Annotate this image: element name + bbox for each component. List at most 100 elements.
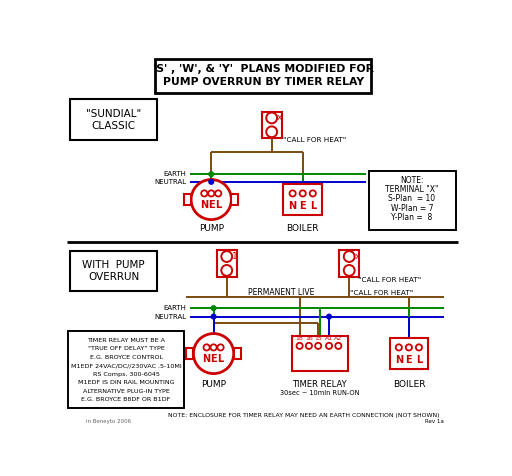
Circle shape [266, 112, 277, 123]
Circle shape [289, 190, 296, 197]
Text: x: x [354, 252, 359, 261]
Text: NOTE:: NOTE: [400, 176, 424, 185]
Circle shape [396, 344, 402, 350]
Text: "CALL FOR HEAT": "CALL FOR HEAT" [358, 278, 421, 283]
Text: NEUTRAL: NEUTRAL [154, 179, 186, 185]
Text: x: x [277, 113, 282, 122]
Text: E: E [208, 200, 215, 210]
Text: EARTH: EARTH [163, 171, 186, 177]
Text: L: L [215, 200, 221, 210]
Text: N: N [203, 354, 210, 364]
Text: ALTERNATIVE PLUG-IN TYPE: ALTERNATIVE PLUG-IN TYPE [82, 389, 169, 394]
Text: N: N [395, 355, 403, 365]
Text: TERMINAL "X": TERMINAL "X" [385, 185, 439, 194]
Text: RS Comps. 300-6045: RS Comps. 300-6045 [93, 372, 159, 377]
Text: PERMANENT LIVE: PERMANENT LIVE [248, 288, 314, 297]
Circle shape [218, 344, 224, 350]
Bar [156, 60, 371, 93]
Circle shape [191, 179, 231, 219]
Text: "SUNDIAL": "SUNDIAL" [86, 109, 141, 119]
Text: WITH  PUMP: WITH PUMP [82, 260, 145, 270]
Circle shape [215, 190, 221, 197]
Text: PUMP: PUMP [201, 380, 226, 389]
Text: M1EDF IS DIN RAIL MOUNTING: M1EDF IS DIN RAIL MOUNTING [78, 380, 174, 386]
Text: TIMER RELAY: TIMER RELAY [292, 380, 347, 389]
Circle shape [306, 343, 312, 349]
Text: Rev 1a: Rev 1a [425, 419, 444, 424]
Text: EARTH: EARTH [163, 305, 186, 311]
Circle shape [300, 190, 306, 197]
Text: N: N [200, 200, 208, 210]
Circle shape [208, 190, 215, 197]
Circle shape [211, 306, 216, 310]
Circle shape [201, 190, 207, 197]
Text: 30sec ~ 10min RUN-ON: 30sec ~ 10min RUN-ON [280, 390, 359, 396]
Circle shape [315, 343, 322, 349]
Text: 16: 16 [305, 336, 313, 341]
Text: E: E [406, 355, 412, 365]
Circle shape [209, 172, 214, 177]
Text: 18: 18 [296, 336, 304, 341]
Circle shape [221, 265, 232, 276]
Text: PUMP OVERRUN BY TIMER RELAY: PUMP OVERRUN BY TIMER RELAY [163, 77, 364, 87]
Circle shape [209, 179, 214, 184]
Text: S-Plan  = 10: S-Plan = 10 [389, 194, 436, 203]
Circle shape [406, 344, 412, 350]
Text: in Beneyto 2006: in Beneyto 2006 [86, 419, 131, 424]
Bar [339, 250, 359, 277]
Text: L: L [218, 354, 224, 364]
Text: A1: A1 [325, 336, 333, 341]
Bar [68, 331, 184, 408]
Text: E: E [300, 201, 306, 211]
Text: Y-Plan =  8: Y-Plan = 8 [391, 213, 433, 222]
Text: E.G. BROYCE CONTROL: E.G. BROYCE CONTROL [90, 355, 162, 360]
Text: NEUTRAL: NEUTRAL [154, 314, 186, 319]
Circle shape [221, 251, 232, 262]
Text: OVERRUN: OVERRUN [88, 272, 139, 282]
Bar [369, 171, 456, 229]
Text: "CALL FOR HEAT": "CALL FOR HEAT" [350, 290, 413, 296]
Bar [390, 338, 428, 369]
Text: 'S' , 'W', & 'Y'  PLANS MODIFIED FOR: 'S' , 'W', & 'Y' PLANS MODIFIED FOR [153, 64, 374, 74]
Bar [70, 99, 157, 139]
Circle shape [326, 343, 332, 349]
Circle shape [194, 334, 233, 374]
Bar [233, 348, 241, 359]
Circle shape [266, 127, 277, 137]
Bar [283, 184, 322, 215]
Text: "TRUE OFF DELAY" TYPE: "TRUE OFF DELAY" TYPE [88, 347, 164, 351]
Circle shape [210, 344, 217, 350]
Text: 1: 1 [231, 252, 238, 261]
Text: NOTE: ENCLOSURE FOR TIMER RELAY MAY NEED AN EARTH CONNECTION (NOT SHOWN): NOTE: ENCLOSURE FOR TIMER RELAY MAY NEED… [168, 413, 440, 417]
Text: L: L [310, 201, 316, 211]
Text: A2: A2 [334, 336, 343, 341]
Text: 15: 15 [314, 336, 322, 341]
Text: PUMP: PUMP [199, 224, 224, 233]
Bar [262, 112, 282, 138]
Bar [70, 251, 157, 291]
Bar [186, 348, 194, 359]
Circle shape [211, 314, 216, 319]
Text: "CALL FOR HEAT": "CALL FOR HEAT" [283, 137, 346, 143]
Circle shape [203, 344, 210, 350]
Text: BOILER: BOILER [286, 224, 319, 233]
Text: E: E [210, 354, 217, 364]
Circle shape [310, 190, 316, 197]
Circle shape [335, 343, 342, 349]
Text: TIMER RELAY MUST BE A: TIMER RELAY MUST BE A [87, 338, 165, 343]
Text: L: L [416, 355, 422, 365]
Text: W-Plan = 7: W-Plan = 7 [391, 204, 433, 213]
Text: M1EDF 24VAC/DC//230VAC .5-10MI: M1EDF 24VAC/DC//230VAC .5-10MI [71, 363, 181, 368]
Text: BOILER: BOILER [393, 380, 425, 389]
Text: N: N [289, 201, 296, 211]
Circle shape [327, 314, 331, 319]
Circle shape [416, 344, 422, 350]
Bar [217, 250, 237, 277]
Bar [184, 194, 191, 205]
Circle shape [344, 251, 355, 262]
Bar [231, 194, 239, 205]
Circle shape [344, 265, 355, 276]
Bar [292, 336, 348, 371]
Text: CLASSIC: CLASSIC [92, 120, 136, 130]
Text: E.G. BROYCE B8DF OR B1DF: E.G. BROYCE B8DF OR B1DF [81, 397, 170, 402]
